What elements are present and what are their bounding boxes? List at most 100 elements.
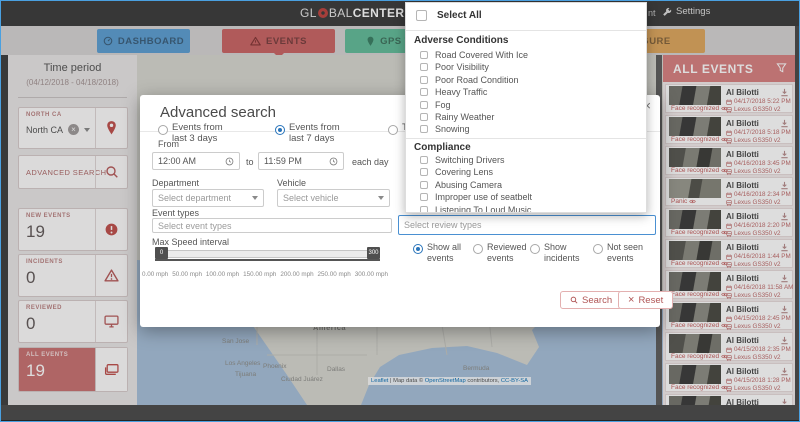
speed-slider-max-handle[interactable]: 300: [367, 247, 380, 259]
checkbox-icon[interactable]: [420, 100, 428, 109]
checklist-item-label[interactable]: Listening To Loud Music: [435, 204, 532, 213]
download-icon[interactable]: [780, 119, 789, 128]
checkbox-icon[interactable]: [420, 75, 428, 84]
checkbox-icon[interactable]: [420, 205, 428, 212]
region-clear-icon[interactable]: ×: [68, 124, 80, 135]
checklist-item-label[interactable]: Rainy Weather: [435, 111, 495, 122]
radio-icon[interactable]: [413, 244, 423, 254]
checkbox-icon[interactable]: [420, 193, 428, 202]
event-list-item[interactable]: Face recognized Al Bilotti 04/16/2018 11…: [665, 270, 793, 299]
counter-incidents[interactable]: INCIDENTS 0: [18, 254, 128, 297]
checklist-item[interactable]: Poor Road Condition: [406, 75, 646, 87]
checklist-item-label[interactable]: Poor Road Condition: [435, 74, 519, 85]
checklist-item[interactable]: Fog: [406, 100, 646, 112]
radio-label[interactable]: Reviewed events: [487, 242, 527, 264]
download-icon[interactable]: [780, 243, 789, 252]
checklist-item[interactable]: Covering Lens: [406, 167, 646, 179]
event-list-item[interactable]: Face recognized Al Bilotti 04/15/2018 2:…: [665, 301, 793, 330]
radio-icon[interactable]: [593, 244, 603, 254]
filter-funnel-icon[interactable]: [776, 63, 787, 73]
checklist-item-label[interactable]: Poor Visibility: [435, 62, 489, 73]
checklist-item-label[interactable]: Fog: [435, 99, 451, 110]
region-caret-icon[interactable]: [84, 127, 91, 132]
radio-label[interactable]: Show incidents: [544, 242, 580, 264]
review-types-input[interactable]: [398, 215, 656, 235]
radio-icon[interactable]: [473, 244, 483, 254]
radio-label[interactable]: Events from last 3 days: [172, 122, 223, 145]
checklist-item-label[interactable]: Improper use of seatbelt: [435, 192, 533, 203]
checkbox-icon[interactable]: [420, 88, 428, 97]
event-types-input[interactable]: [152, 218, 392, 233]
to-time-field[interactable]: 11:59 PM: [258, 152, 344, 170]
speed-slider-min-handle[interactable]: 0: [155, 247, 168, 259]
event-list-item[interactable]: Panic Al Bilotti 04/16/2018 2:34 PM Lexu…: [665, 177, 793, 206]
reset-button[interactable]: × Reset: [618, 291, 674, 309]
region-selector-box[interactable]: NORTH CA North CA ×: [18, 107, 128, 149]
download-icon[interactable]: [780, 336, 789, 345]
checklist-item[interactable]: Rainy Weather: [406, 112, 646, 124]
checklist-item[interactable]: Road Covered With Ice: [406, 50, 646, 62]
download-icon[interactable]: [780, 305, 789, 314]
download-icon[interactable]: [780, 367, 789, 376]
checklist-item-label[interactable]: Switching Drivers: [435, 155, 505, 165]
checklist-item[interactable]: Snowing: [406, 124, 646, 136]
event-list-item[interactable]: Face recognized Al Bilotti 04/17/2018 5:…: [665, 84, 793, 113]
radio-icon[interactable]: [158, 125, 168, 135]
close-icon[interactable]: ×: [643, 98, 651, 113]
download-icon[interactable]: [780, 398, 789, 405]
radio-icon[interactable]: [275, 125, 285, 135]
advanced-search-box[interactable]: ADVANCED SEARCH: [18, 155, 128, 189]
checklist-item[interactable]: Listening To Loud Music: [406, 204, 646, 213]
checklist-item-label[interactable]: Covering Lens: [435, 167, 494, 178]
checkbox-icon[interactable]: [420, 63, 428, 72]
counter-all-events[interactable]: ALL EVENTS 19: [18, 347, 128, 392]
download-icon[interactable]: [780, 88, 789, 97]
checklist-item[interactable]: Abusing Camera: [406, 180, 646, 192]
from-time-field[interactable]: 12:00 AM: [152, 152, 240, 170]
department-select[interactable]: Select department: [152, 189, 264, 207]
event-list-item[interactable]: Face recognized Al Bilotti 04/16/2018 1:…: [665, 239, 793, 268]
radio-label[interactable]: Not seen events: [607, 242, 644, 264]
checklist-item[interactable]: Poor Visibility: [406, 62, 646, 74]
search-button[interactable]: Search: [560, 291, 623, 309]
leaflet-link[interactable]: Leaflet: [371, 378, 389, 384]
checkbox-icon[interactable]: [420, 168, 428, 177]
event-list-item[interactable]: Face recognized Al Bilotti 04/16/2018 3:…: [665, 146, 793, 175]
select-all-label[interactable]: Select All: [437, 10, 482, 21]
checklist-item-label[interactable]: Road Covered With Ice: [435, 50, 529, 60]
tab-dashboard[interactable]: DASHBOARD: [97, 29, 190, 53]
checkbox-icon[interactable]: [420, 51, 428, 59]
settings-button[interactable]: Settings: [662, 6, 710, 17]
speed-slider-track[interactable]: [155, 250, 380, 258]
event-list-item[interactable]: Face recognized Al Bilotti 04/15/2018 2:…: [665, 332, 793, 361]
download-icon[interactable]: [780, 274, 789, 283]
osm-link[interactable]: OpenStreetMap: [424, 378, 466, 384]
radio-label[interactable]: Events from last 7 days: [289, 122, 340, 145]
radio-icon[interactable]: [530, 244, 540, 254]
counter-new-events[interactable]: NEW EVENTS 19: [18, 208, 128, 251]
download-icon[interactable]: [780, 212, 789, 221]
download-icon[interactable]: [780, 150, 789, 159]
radio-icon[interactable]: [388, 125, 398, 135]
checklist-item[interactable]: Switching Drivers: [406, 155, 646, 167]
checkbox-icon[interactable]: [420, 125, 428, 134]
download-icon[interactable]: [780, 181, 789, 190]
checklist-item-label[interactable]: Heavy Traffic: [435, 87, 488, 98]
checkbox-icon[interactable]: [420, 156, 428, 164]
page-scrollbar[interactable]: [795, 26, 800, 405]
checkbox-icon[interactable]: [420, 112, 428, 121]
license-link[interactable]: CC-BY-SA: [500, 378, 529, 384]
event-list-item[interactable]: Face recognized Al Bilotti 04/15/2018 1:…: [665, 363, 793, 392]
event-list-item[interactable]: Face recognized Al Bilotti 04/16/2018 2:…: [665, 208, 793, 237]
event-list-item[interactable]: Face recognized Al Bilotti 04/17/2018 5:…: [665, 115, 793, 144]
vehicle-select[interactable]: Select vehicle: [277, 189, 390, 207]
checklist-item[interactable]: Improper use of seatbelt: [406, 192, 646, 204]
checklist-item[interactable]: Heavy Traffic: [406, 87, 646, 99]
counter-reviewed[interactable]: REVIEWED 0: [18, 300, 128, 343]
checkbox-icon[interactable]: [420, 180, 428, 189]
select-all-checkbox[interactable]: [416, 10, 427, 21]
checklist-item-label[interactable]: Snowing: [435, 124, 470, 135]
checklist-item-label[interactable]: Abusing Camera: [435, 179, 503, 190]
radio-label[interactable]: Show all events: [427, 242, 462, 264]
event-list-item[interactable]: Al Bilotti: [665, 394, 793, 405]
